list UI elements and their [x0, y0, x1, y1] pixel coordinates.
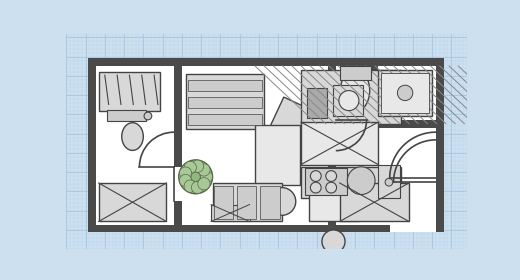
Bar [336, 120, 367, 128]
Circle shape [326, 182, 336, 193]
Bar [381, 73, 429, 113]
Circle shape [191, 172, 200, 181]
Bar [88, 58, 96, 232]
Circle shape [184, 161, 197, 174]
Bar [107, 110, 146, 122]
Circle shape [191, 181, 204, 193]
Circle shape [200, 171, 213, 183]
Circle shape [198, 164, 210, 176]
Circle shape [339, 91, 359, 111]
Circle shape [310, 182, 321, 193]
Bar [301, 122, 378, 165]
Bar [174, 58, 182, 178]
Bar [436, 58, 444, 232]
Bar [328, 141, 336, 198]
Circle shape [179, 174, 192, 187]
Bar [307, 87, 327, 118]
Bar [188, 114, 262, 125]
Bar [309, 186, 359, 221]
Bar [370, 66, 378, 120]
Bar [88, 58, 444, 66]
Circle shape [179, 160, 213, 194]
Bar [188, 80, 262, 91]
Circle shape [326, 171, 336, 181]
Bar [333, 85, 363, 116]
Ellipse shape [122, 123, 144, 150]
Circle shape [310, 171, 321, 181]
Bar [255, 125, 300, 185]
Bar [341, 66, 371, 80]
Circle shape [347, 167, 375, 195]
Bar [340, 183, 409, 221]
Bar [211, 204, 250, 221]
Bar [394, 217, 436, 225]
Bar [88, 225, 444, 232]
Circle shape [268, 188, 296, 215]
Bar [267, 97, 320, 150]
Bar [237, 186, 256, 219]
Bar [99, 72, 160, 111]
Circle shape [191, 160, 204, 172]
Bar [261, 186, 280, 219]
Ellipse shape [341, 69, 370, 112]
Bar [394, 223, 401, 232]
Bar [213, 183, 282, 221]
Bar [328, 120, 436, 128]
Bar [378, 70, 432, 116]
Bar [328, 198, 336, 225]
Bar [99, 183, 166, 221]
Circle shape [322, 230, 345, 253]
Circle shape [397, 85, 413, 101]
Bar [186, 74, 264, 129]
Circle shape [144, 112, 152, 120]
Bar [174, 167, 182, 202]
Bar [214, 186, 233, 219]
Bar [389, 223, 436, 232]
Bar [174, 202, 182, 225]
Bar [305, 168, 347, 195]
Circle shape [322, 171, 345, 194]
Bar [328, 66, 336, 141]
Bar [188, 97, 262, 108]
Circle shape [385, 178, 393, 186]
Bar [96, 66, 436, 225]
Circle shape [184, 180, 197, 192]
Circle shape [198, 178, 210, 190]
Bar [301, 70, 401, 124]
Bar [301, 167, 401, 198]
Bar [378, 165, 400, 198]
Circle shape [179, 167, 192, 179]
